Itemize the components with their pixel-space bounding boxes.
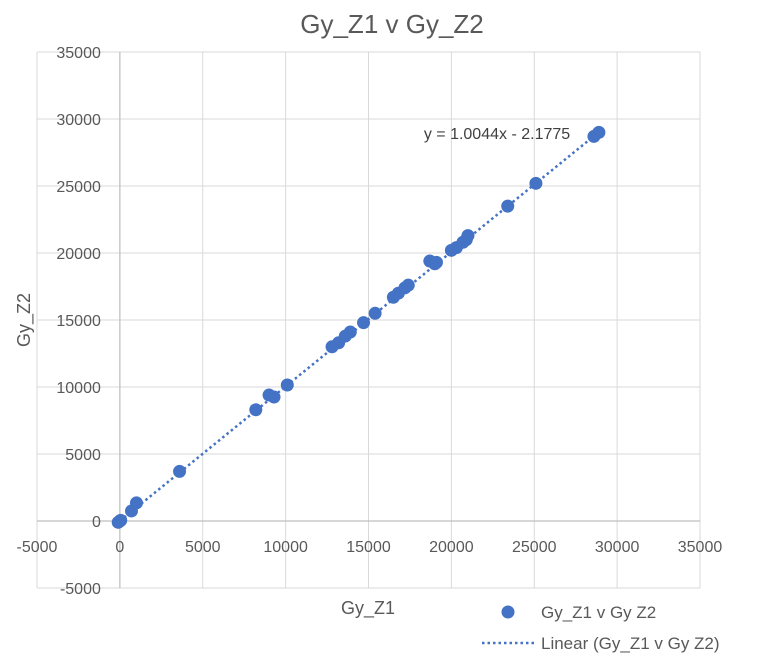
x-axis-tick-labels: -5000 0 5000 10000 15000 20000 25000 30000 35000 (17, 539, 723, 556)
legend-marker-series (501, 605, 515, 619)
y-tick-label: -5000 (60, 581, 101, 598)
y-tick-label: 30000 (56, 112, 101, 129)
data-point (429, 255, 443, 269)
data-point (461, 229, 475, 243)
y-tick-label: 5000 (65, 447, 101, 464)
x-tick-label: 0 (115, 539, 124, 556)
data-point (529, 176, 543, 190)
y-tick-label: 15000 (56, 313, 101, 330)
data-point (249, 403, 263, 417)
x-tick-label: 35000 (678, 539, 723, 556)
data-point (501, 199, 515, 213)
data-point (401, 278, 415, 292)
chart-title: Gy_Z1 v Gy_Z2 (300, 9, 484, 39)
data-point (280, 378, 294, 392)
y-axis-title: Gy_Z2 (14, 293, 35, 347)
data-points (111, 125, 606, 529)
legend-label-series: Gy_Z1 v Gy Z2 (541, 603, 656, 622)
y-tick-label: 25000 (56, 179, 101, 196)
data-point (357, 316, 371, 330)
x-tick-label: 30000 (595, 539, 640, 556)
y-axis-tick-labels: -5000 0 5000 10000 15000 20000 25000 30000 35000 (56, 45, 101, 598)
x-tick-label: 20000 (429, 539, 474, 556)
y-tick-label: 35000 (56, 45, 101, 62)
data-point (592, 125, 606, 139)
x-tick-label: 10000 (263, 539, 308, 556)
x-tick-label: 25000 (512, 539, 557, 556)
legend-label-trendline: Linear (Gy_Z1 v Gy Z2) (541, 634, 720, 653)
data-point (267, 390, 281, 404)
data-point (173, 464, 187, 478)
legend: Gy_Z1 v Gy Z2 Linear (Gy_Z1 v Gy Z2) (482, 603, 720, 653)
data-point (114, 513, 128, 527)
y-tick-label: 10000 (56, 380, 101, 397)
y-tick-label: 20000 (56, 246, 101, 263)
data-point (368, 306, 382, 320)
data-point (129, 496, 143, 510)
axes (37, 52, 700, 588)
x-tick-label: 5000 (185, 539, 221, 556)
data-point (343, 325, 357, 339)
x-tick-label: 15000 (346, 539, 391, 556)
x-tick-label: -5000 (17, 539, 58, 556)
x-axis-title: Gy_Z1 (341, 598, 395, 619)
y-tick-label: 0 (92, 514, 101, 531)
trendline-equation: y = 1.0044x - 2.1775 (424, 126, 570, 143)
